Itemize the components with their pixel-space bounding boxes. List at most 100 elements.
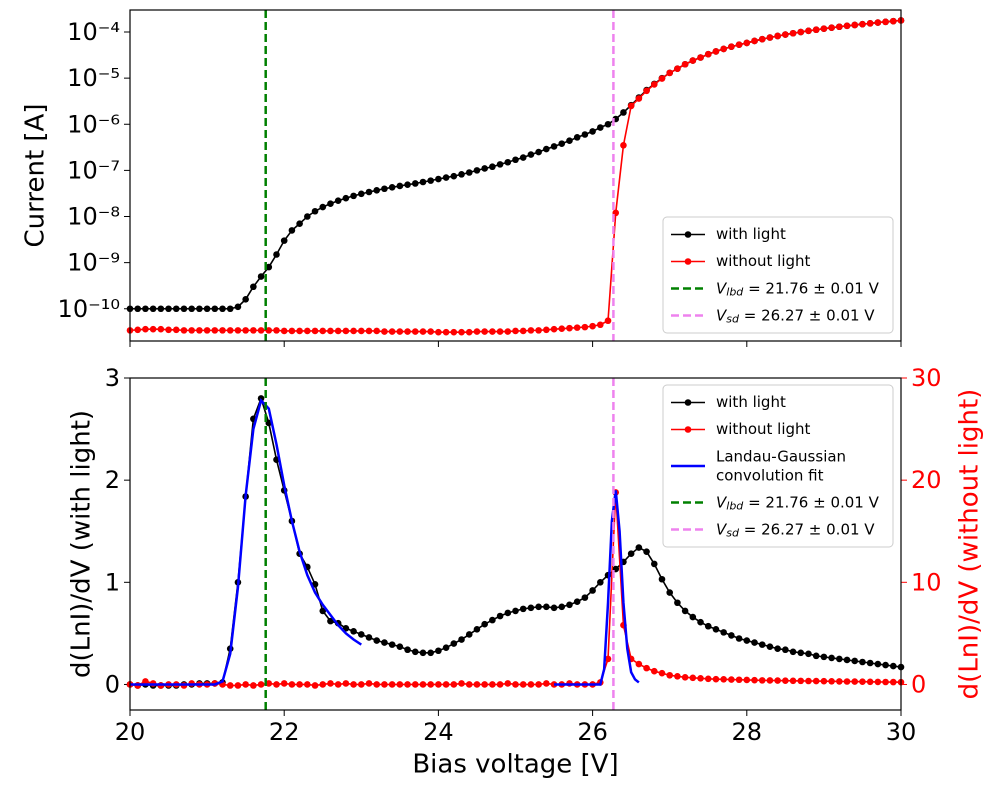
data-point [689,57,697,64]
data-point [165,326,172,334]
data-point [265,263,273,271]
data-point [712,625,720,633]
data-point [496,612,504,620]
data-point [543,603,550,611]
data-point [535,681,542,688]
data-point [411,180,419,187]
y-tick-label: 10⁻⁵ [67,64,120,92]
data-point [650,81,658,88]
data-point [496,328,504,335]
data-point [203,305,211,313]
data-point [381,328,388,335]
data-point [404,181,411,188]
data-point [527,604,535,612]
data-point [304,681,311,688]
legend-label: without light [716,420,811,438]
data-point [751,37,758,45]
data-point [512,327,519,335]
legend: with light without light Landau-Gaussian co… [662,384,894,548]
data-point [573,598,581,606]
data-point [280,680,288,687]
data-point [797,649,805,657]
data-point [519,327,527,335]
data-point [203,327,211,334]
legend-marker [684,231,692,238]
data-point [458,328,465,336]
data-point [836,678,843,685]
data-point [149,325,157,333]
y-tick-label: 10⁻⁴ [67,18,120,46]
data-point [388,681,396,688]
panel: 10⁻¹⁰ 10⁻⁹ 10⁻⁸ 10⁻⁷ 10⁻⁶ 10⁻⁵ 10⁻⁴ Current [A]… [21,9,905,347]
data-point [512,607,519,615]
data-point [581,131,589,138]
data-point [481,681,488,688]
data-point [866,20,874,27]
data-point [288,227,296,234]
data-point [543,680,550,687]
data-point [812,26,820,34]
data-point [766,643,774,650]
data-point [743,637,751,644]
data-point [874,660,882,668]
data-point [427,681,434,688]
y2-tick-label: 20 [911,466,942,494]
data-point [735,635,743,642]
data-point [758,677,766,684]
data-point [172,305,180,313]
x-tick-label: 20 [115,718,146,746]
data-point [288,327,296,335]
data-point [149,305,157,313]
data-point [280,327,288,335]
data-point [704,50,712,58]
data-point [319,203,327,211]
data-point [404,646,411,654]
data-point [427,649,434,657]
data-point [396,643,404,650]
data-point [643,87,650,95]
data-point [489,328,496,335]
data-point [142,678,149,685]
data-point [350,192,357,200]
data-point [219,305,226,313]
data-point [843,678,851,685]
data-point [797,677,805,685]
data-point [720,45,727,53]
data-point [689,613,697,621]
data-point [435,647,442,655]
x-tick-label: 22 [269,718,300,746]
data-point [620,109,627,116]
data-point [373,187,381,194]
data-point [365,188,373,196]
data-point [157,325,165,333]
data-point [519,154,527,161]
data-point [211,327,219,334]
data-point [180,327,188,334]
data-point [758,35,766,43]
data-point [473,167,481,174]
data-point [851,657,859,665]
data-point [442,328,450,336]
data-point [450,681,458,688]
data-point [365,634,373,641]
data-point [504,158,512,166]
data-point [134,326,142,334]
data-point [704,622,712,630]
legend-box [662,216,894,334]
legend-label: Vlbd = 21.76 ± 0.01 V [716,279,880,299]
data-point [604,317,612,325]
legend-marker [684,426,692,433]
y-axis-label: d(LnI)/dV (with light) [67,410,97,678]
data-point [851,21,859,29]
data-point [589,128,596,135]
data-point [527,327,535,334]
data-point [774,677,781,684]
y-tick-label: 10⁻⁸ [67,203,120,231]
data-point [704,675,712,683]
data-point [419,649,427,657]
data-point [234,303,242,311]
data-point [334,197,342,205]
y-tick-label: 1 [105,568,120,596]
data-point [419,178,427,186]
